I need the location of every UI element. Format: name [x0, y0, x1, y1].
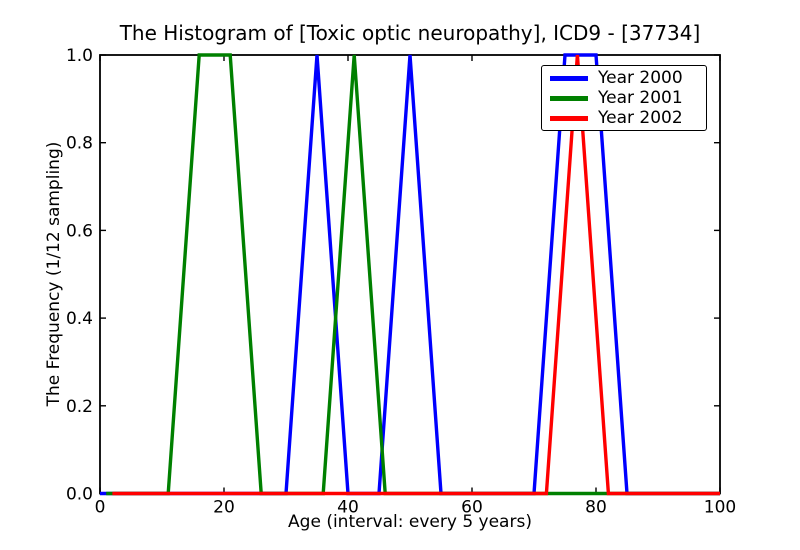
legend-swatch-year-2000-icon	[550, 75, 588, 81]
legend-item-year-2001: Year 2001	[550, 88, 698, 108]
legend-label: Year 2000	[598, 68, 683, 88]
y-tick-label: 0.2	[66, 397, 93, 417]
y-axis-label: The Frequency (1/12 sampling)	[44, 141, 64, 407]
legend-label: Year 2001	[598, 88, 683, 108]
x-tick-label: 0	[95, 498, 106, 518]
x-tick-label: 40	[337, 498, 359, 518]
x-tick-label: 20	[213, 498, 235, 518]
y-tick-label: 0.6	[66, 221, 93, 241]
x-tick-label: 100	[704, 498, 736, 518]
legend-label: Year 2002	[598, 108, 683, 128]
legend-item-year-2002: Year 2002	[550, 108, 698, 128]
x-axis-label: Age (interval: every 5 years)	[288, 512, 532, 532]
series-line-year-2002	[112, 54, 720, 496]
legend-swatch-year-2002-icon	[550, 115, 588, 121]
y-tick-label: 0.8	[66, 134, 93, 154]
y-tick-label: 0.4	[66, 309, 93, 329]
legend-swatch-year-2001-icon	[550, 95, 588, 101]
chart-title: The Histogram of [Toxic optic neuropathy…	[119, 21, 701, 45]
x-tick-label: 60	[461, 498, 483, 518]
x-tick-label: 80	[585, 498, 607, 518]
legend-item-year-2000: Year 2000	[550, 68, 698, 88]
legend: Year 2000 Year 2001 Year 2002	[541, 65, 707, 131]
y-tick-label: 1.0	[66, 46, 93, 66]
y-tick-label: 0.0	[66, 485, 93, 505]
